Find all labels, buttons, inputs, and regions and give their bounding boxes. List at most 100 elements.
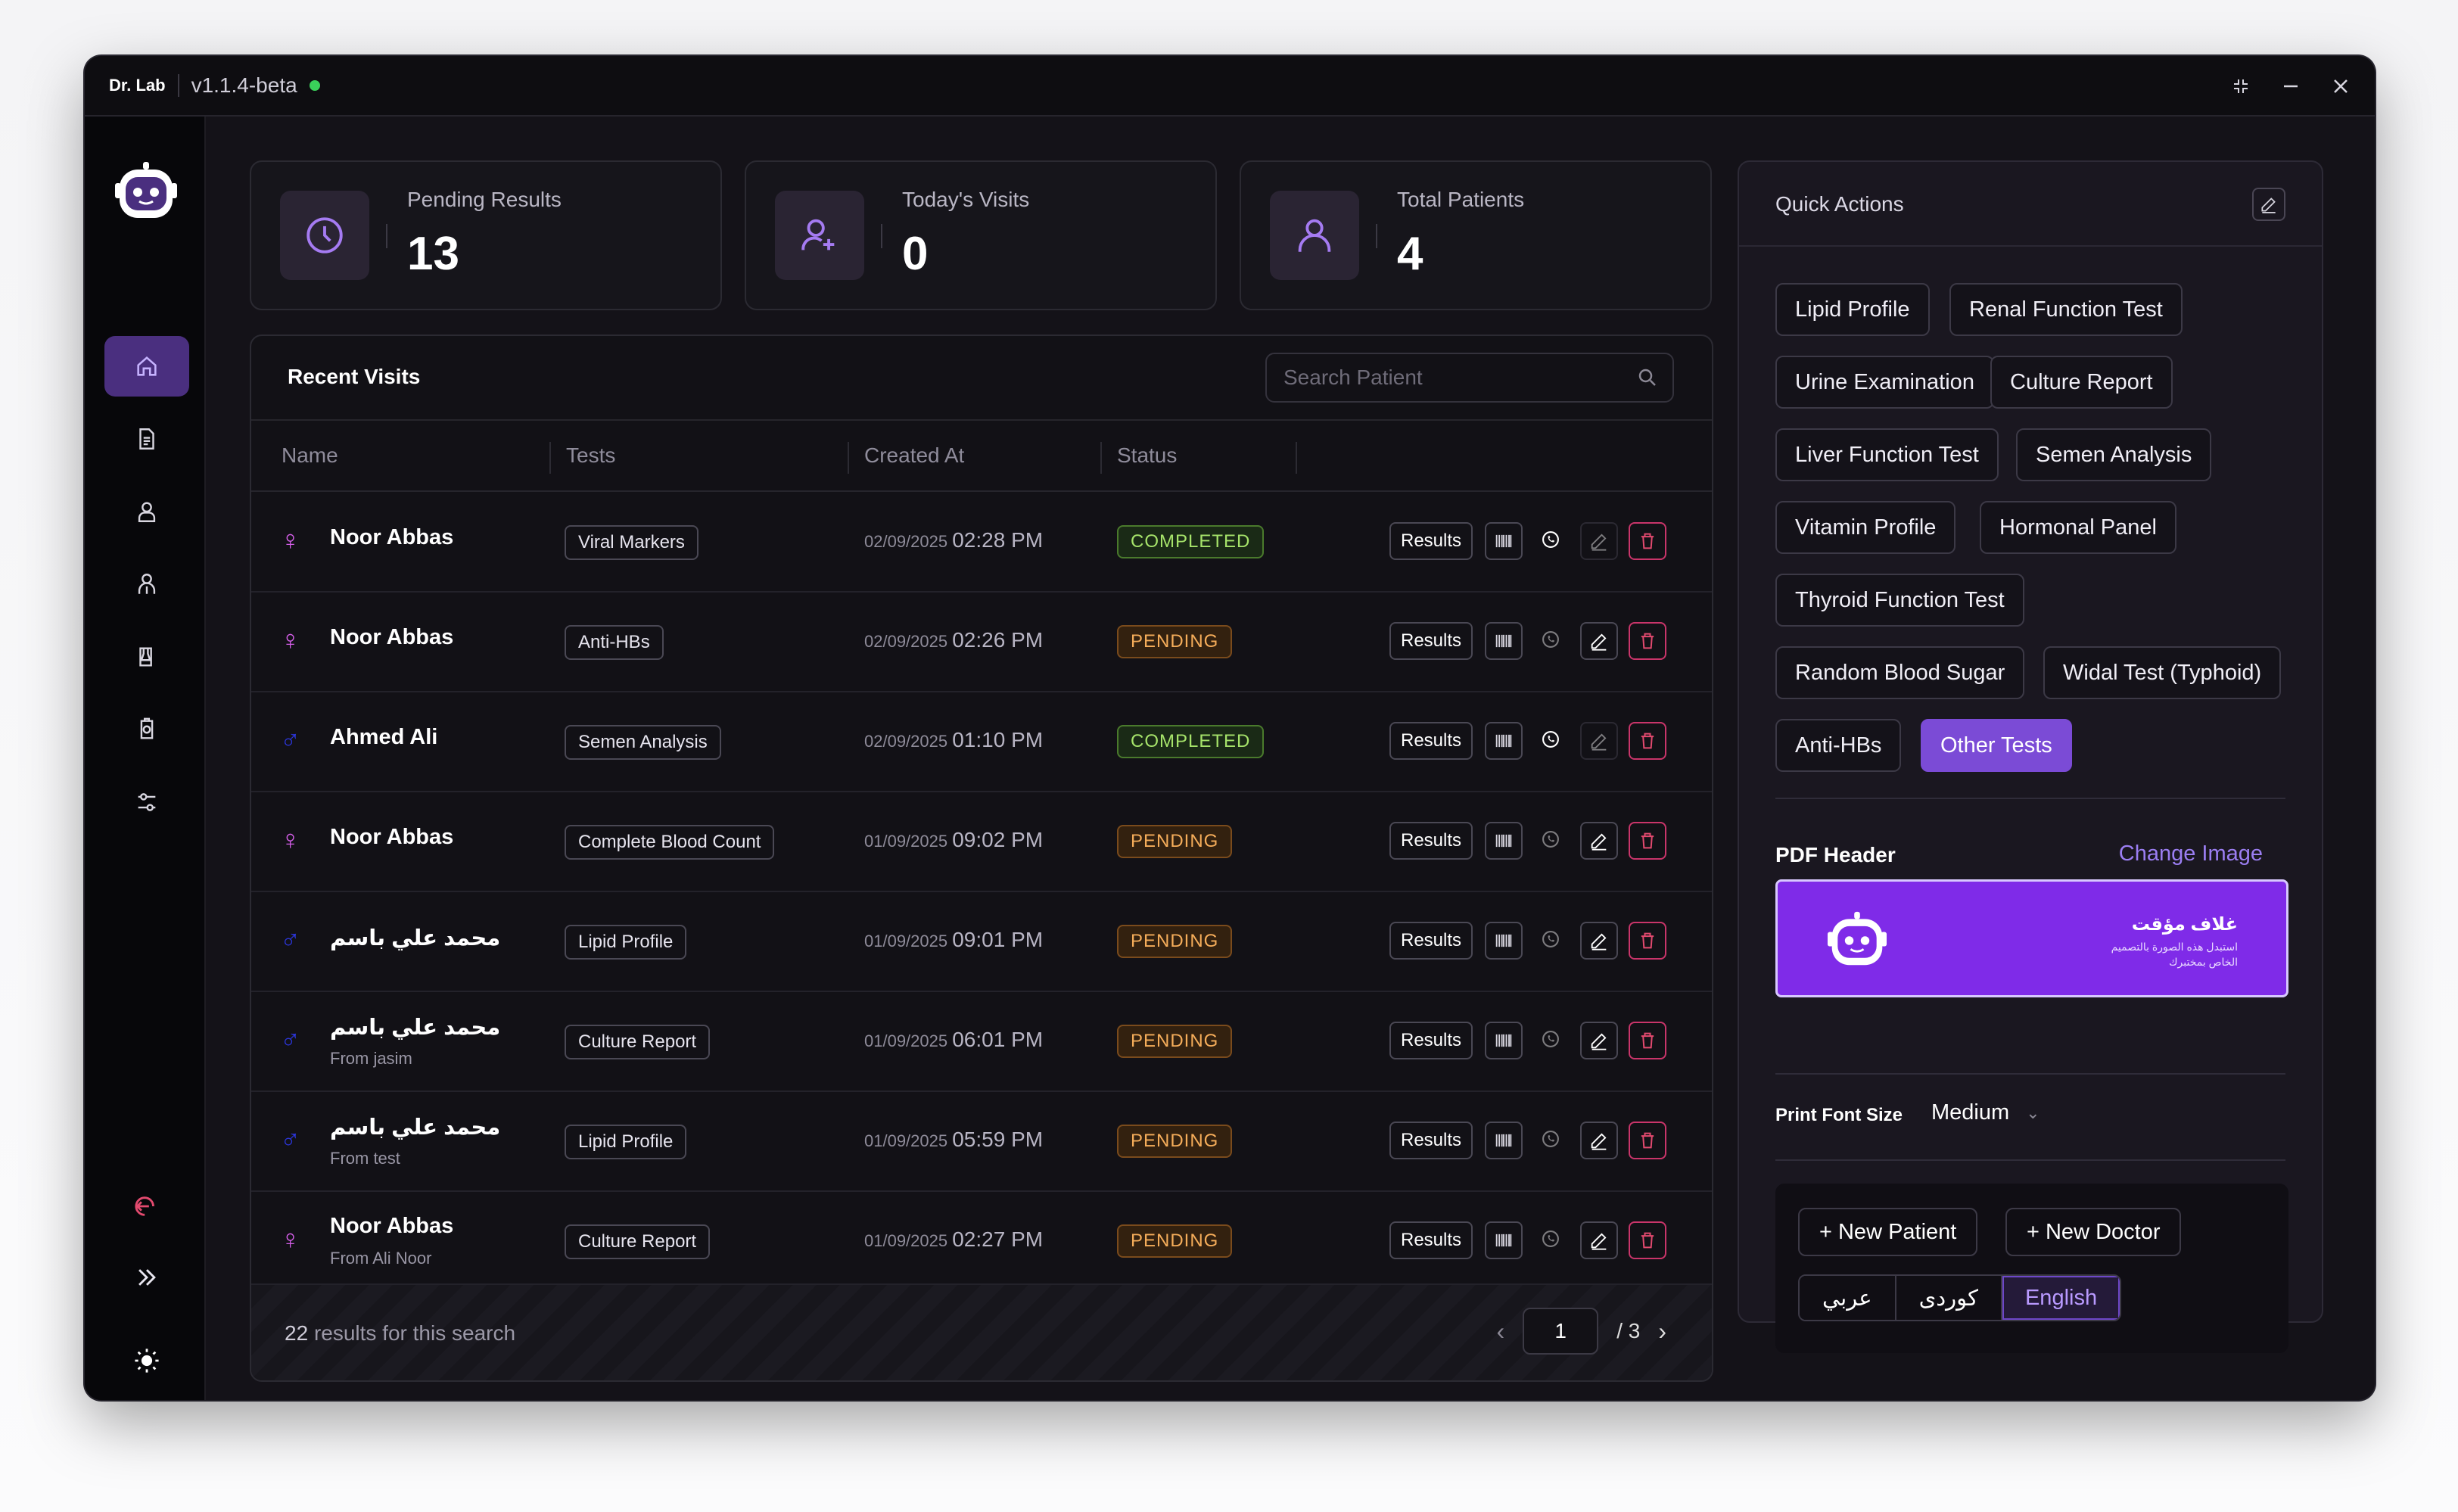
results-button[interactable]: Results [1389,922,1473,960]
column-created-at[interactable]: Created At [864,443,965,467]
delete-button[interactable] [1629,622,1666,660]
edit-button[interactable] [1580,1122,1618,1159]
nav-lab-tests[interactable] [104,627,189,687]
whatsapp-button[interactable] [1533,1022,1571,1059]
patient-name[interactable]: محمد علي باسم [330,926,501,950]
page-number-input[interactable] [1523,1308,1599,1355]
column-tests[interactable]: Tests [566,443,616,467]
other-tests-button[interactable]: Other Tests [1921,719,2072,772]
results-button[interactable]: Results [1389,822,1473,860]
edit-button[interactable] [1580,822,1618,860]
edit-button[interactable] [1580,722,1618,760]
whatsapp-button[interactable] [1533,522,1571,560]
nav-settings[interactable] [104,772,189,832]
table-row[interactable]: ♀ Noor Abbas From Ali Noor Culture Report 01… [251,1193,1712,1292]
barcode-button[interactable] [1485,1221,1523,1259]
quick-action-button[interactable]: Hormonal Panel [1980,501,2176,554]
change-image-link[interactable]: Change Image [2118,842,2263,866]
quick-action-button[interactable]: Thyroid Function Test [1775,574,2024,627]
edit-button[interactable] [1580,1022,1618,1059]
patient-name[interactable]: Noor Abbas [330,825,454,849]
results-button[interactable]: Results [1389,1221,1473,1259]
quick-action-button[interactable]: Urine Examination [1775,356,1994,409]
theme-toggle-button[interactable] [104,1330,189,1391]
table-row[interactable]: ♂ محمد علي باسم From jasim Culture Report 01… [251,993,1712,1092]
results-button[interactable]: Results [1389,522,1473,560]
barcode-button[interactable] [1485,1122,1523,1159]
quick-action-button[interactable]: Liver Function Test [1775,428,1999,481]
whatsapp-button[interactable] [1533,922,1571,960]
edit-button[interactable] [1580,1221,1618,1259]
nav-results[interactable] [104,699,189,760]
language-kurdish[interactable]: كوردی [1896,1276,2002,1320]
language-arabic[interactable]: عربي [1800,1276,1896,1320]
table-row[interactable]: ♂ Ahmed Ali Semen Analysis 02/09/2025 01:10… [251,693,1712,792]
whatsapp-button[interactable] [1533,1221,1571,1259]
barcode-button[interactable] [1485,922,1523,960]
barcode-button[interactable] [1485,522,1523,560]
quick-action-button[interactable]: Anti-HBs [1775,719,1902,772]
quick-action-button[interactable]: Semen Analysis [2016,428,2212,481]
nav-doctors[interactable] [104,554,189,614]
patient-name[interactable]: محمد علي باسم [330,1115,501,1140]
barcode-button[interactable] [1485,622,1523,660]
language-english[interactable]: English [2002,1276,2120,1320]
quick-action-button[interactable]: Vitamin Profile [1775,501,1956,554]
print-font-size-select[interactable]: Medium ⌄ [1931,1100,2040,1125]
new-doctor-button[interactable]: + New Doctor [2005,1208,2182,1256]
column-status[interactable]: Status [1117,443,1178,467]
table-row[interactable]: ♂ محمد علي باسم From test Lipid Profile 01/0… [251,1093,1712,1192]
quick-action-button[interactable]: Random Blood Sugar [1775,646,2025,699]
table-row[interactable]: ♂ محمد علي باسم Lipid Profile 01/09/2025 09… [251,893,1712,992]
quick-action-button[interactable]: Renal Function Test [1949,283,2183,336]
whatsapp-button[interactable] [1533,1122,1571,1159]
nav-reports[interactable] [104,409,189,469]
fullscreen-icon[interactable] [2231,76,2251,96]
patient-name[interactable]: Ahmed Ali [330,725,438,749]
nav-home[interactable] [104,336,189,397]
prev-page-icon[interactable]: ‹ [1496,1317,1505,1345]
results-button[interactable]: Results [1389,1022,1473,1059]
search-icon[interactable] [1636,366,1659,389]
barcode-button[interactable] [1485,822,1523,860]
barcode-button[interactable] [1485,722,1523,760]
minimize-icon[interactable] [2281,76,2301,96]
delete-button[interactable] [1629,1022,1666,1059]
edit-quick-actions-button[interactable] [2252,188,2285,221]
table-row[interactable]: ♀ Noor Abbas Complete Blood Count 01/09/202… [251,793,1712,892]
whatsapp-button[interactable] [1533,822,1571,860]
delete-button[interactable] [1629,722,1666,760]
next-page-icon[interactable]: › [1658,1317,1666,1345]
results-button[interactable]: Results [1389,622,1473,660]
close-icon[interactable] [2331,76,2351,96]
delete-button[interactable] [1629,822,1666,860]
barcode-button[interactable] [1485,1022,1523,1059]
patient-name[interactable]: Noor Abbas [330,1214,454,1238]
nav-patients[interactable] [104,481,189,542]
delete-button[interactable] [1629,1221,1666,1259]
table-row[interactable]: ♀ Noor Abbas Viral Markers 02/09/2025 02:28… [251,493,1712,593]
whatsapp-button[interactable] [1533,622,1571,660]
new-patient-button[interactable]: + New Patient [1798,1208,1978,1256]
column-name[interactable]: Name [282,443,338,467]
patient-name[interactable]: محمد علي باسم [330,1016,501,1040]
expand-sidebar-button[interactable] [104,1247,189,1308]
edit-button[interactable] [1580,922,1618,960]
quick-action-button[interactable]: Widal Test (Typhoid) [2043,646,2282,699]
quick-action-button[interactable]: Culture Report [1990,356,2173,409]
logout-button[interactable] [104,1176,189,1237]
delete-button[interactable] [1629,522,1666,560]
quick-action-button[interactable]: Lipid Profile [1775,283,1930,336]
delete-button[interactable] [1629,922,1666,960]
delete-button[interactable] [1629,1122,1666,1159]
patient-name[interactable]: Noor Abbas [330,525,454,549]
patient-name[interactable]: Noor Abbas [330,625,454,649]
results-button[interactable]: Results [1389,1122,1473,1159]
edit-button[interactable] [1580,622,1618,660]
results-button[interactable]: Results [1389,722,1473,760]
table-row[interactable]: ♀ Noor Abbas Anti-HBs 02/09/2025 02:26 PM PE… [251,593,1712,692]
edit-button[interactable] [1580,522,1618,560]
search-input[interactable] [1267,354,1630,401]
pdf-header-preview[interactable]: غلاف مؤقت استبدل هذه الصورة بالتصميم الخ… [1775,879,2288,997]
whatsapp-button[interactable] [1533,722,1571,760]
